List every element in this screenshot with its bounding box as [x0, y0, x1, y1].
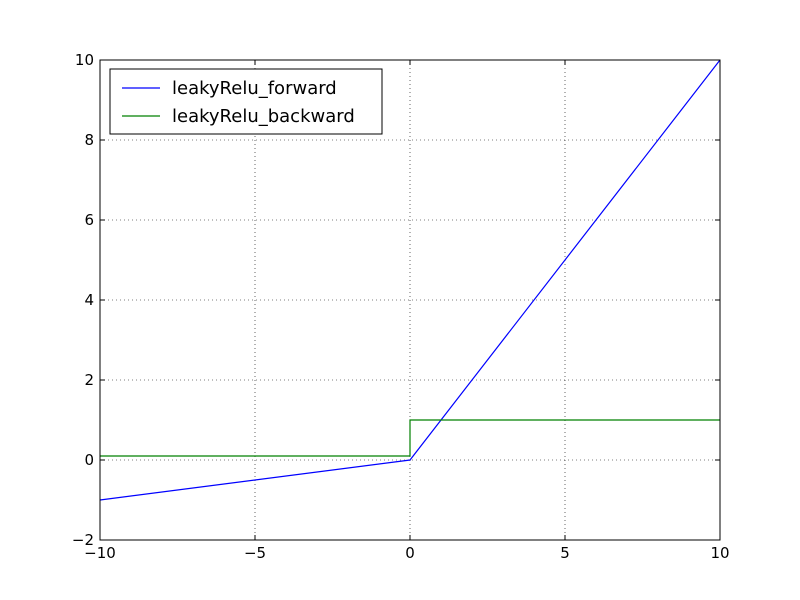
series-line-leakyRelu_backward [100, 419, 720, 457]
y-tick-label: −2 [72, 531, 94, 549]
legend-frame [109, 68, 383, 135]
series-line-leakyRelu_forward [99, 59, 721, 501]
axis-ticks [99, 59, 721, 541]
legend: leakyRelu_forward leakyRelu_backward [109, 68, 383, 135]
x-tick-label: −5 [244, 544, 266, 562]
y-tick-label: 2 [84, 371, 94, 389]
y-tick-label: 4 [84, 291, 94, 309]
y-tick-label: 6 [84, 211, 94, 229]
series-layer [99, 59, 721, 501]
x-tick-label: 0 [405, 544, 415, 562]
y-tick-label: 8 [84, 131, 94, 149]
legend-label: leakyRelu_backward [172, 106, 355, 127]
x-tick-label: 10 [710, 544, 729, 562]
y-tick-label: 10 [75, 51, 94, 69]
x-tick-label: −10 [84, 544, 116, 562]
axis-tick-labels: −10 −5 0 5 10 −2 0 2 4 6 8 10 [72, 51, 730, 562]
y-tick-label: 0 [84, 451, 94, 469]
legend-label: leakyRelu_forward [172, 78, 337, 99]
x-tick-label: 5 [560, 544, 570, 562]
